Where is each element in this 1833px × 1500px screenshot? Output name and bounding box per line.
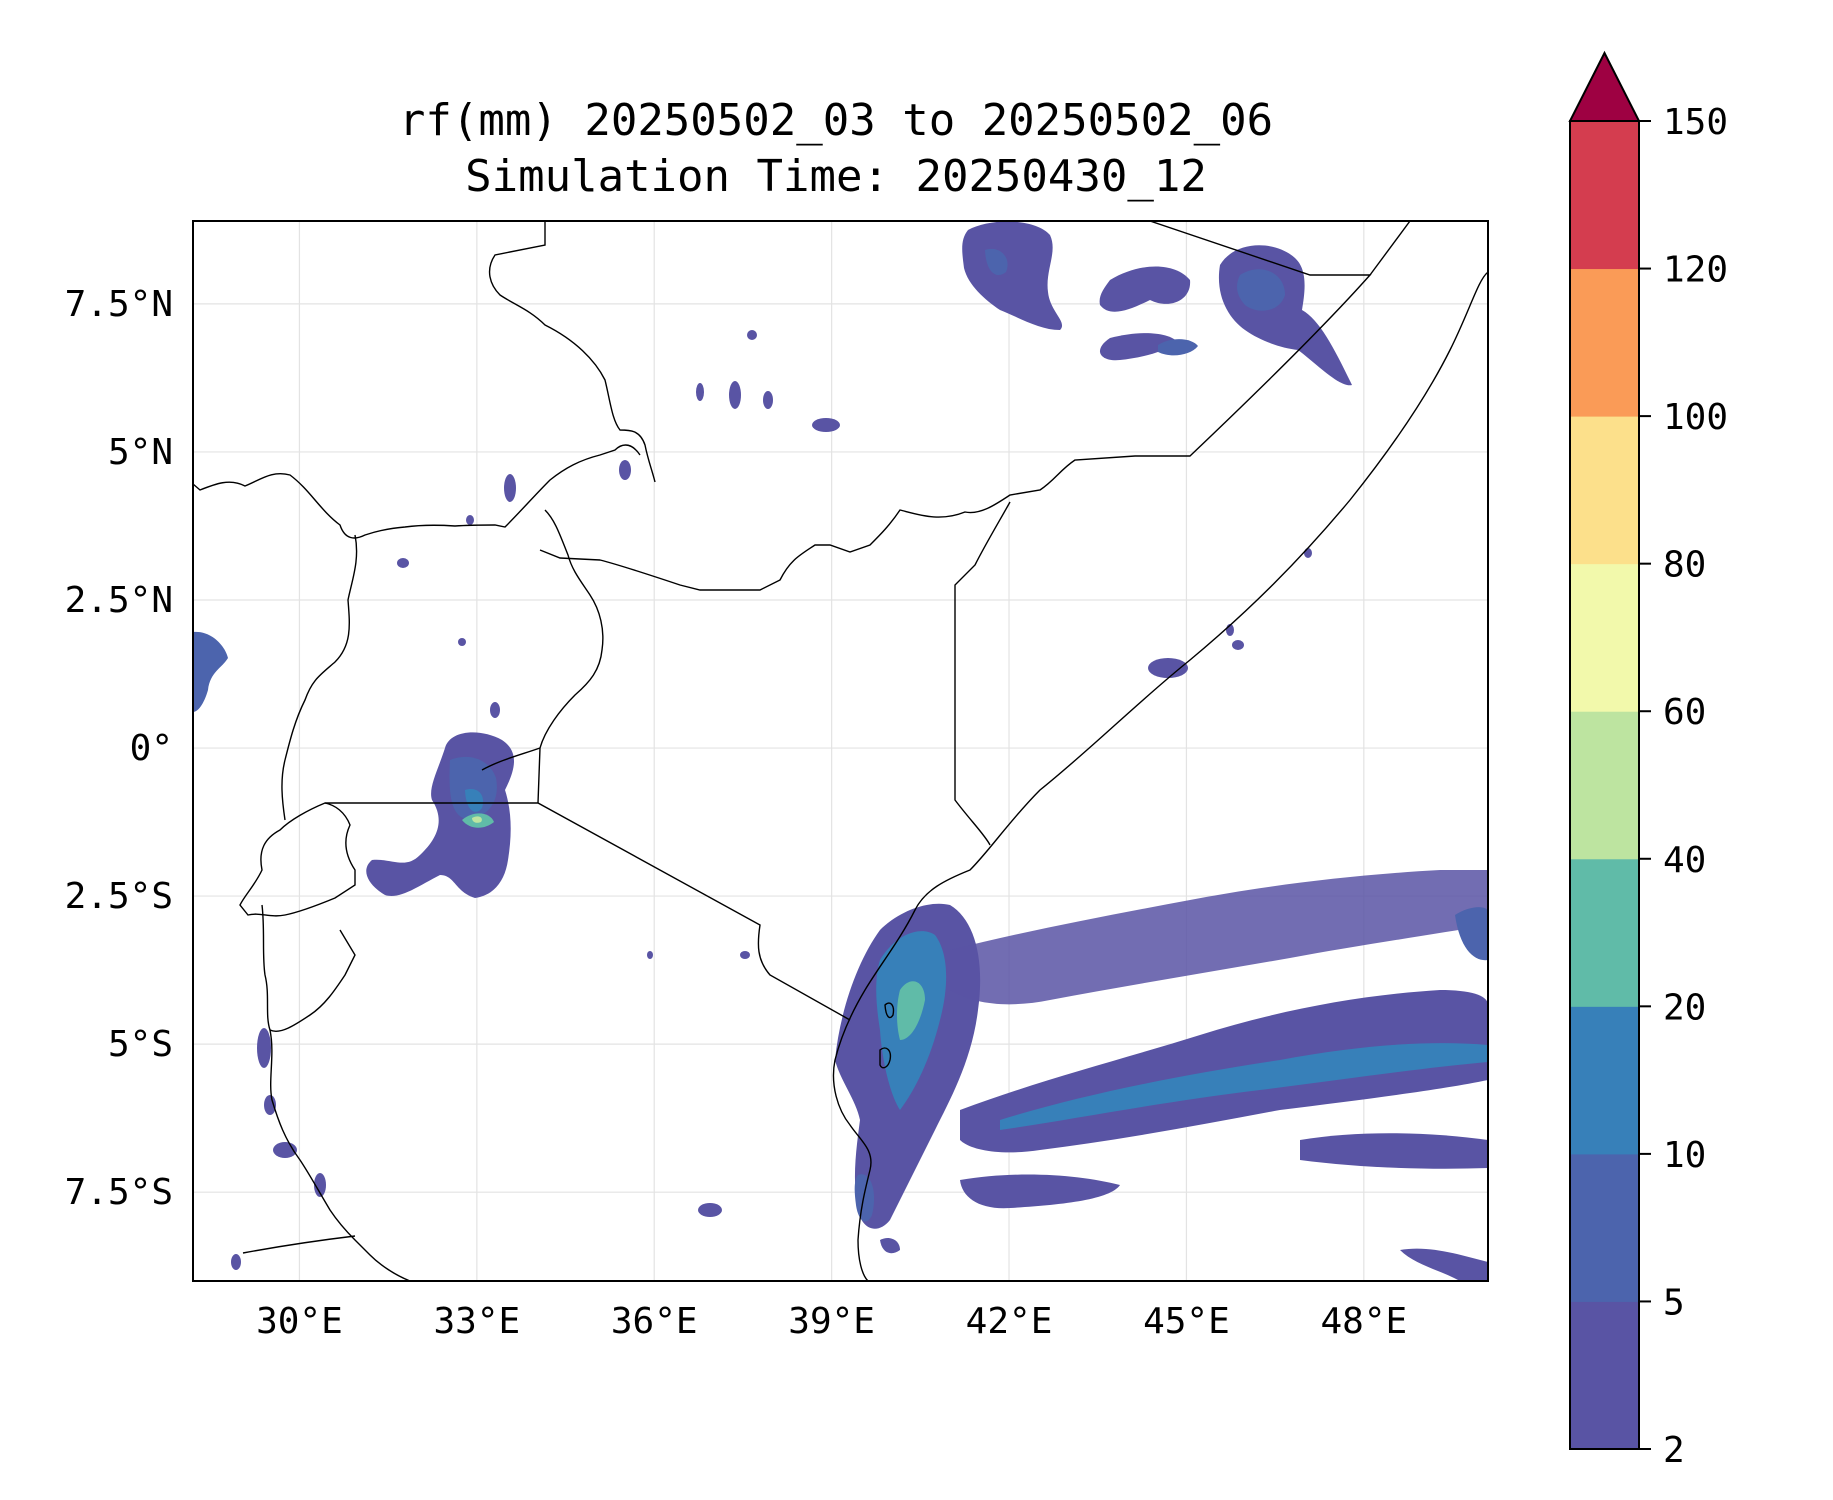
rain-area-ocean-corner xyxy=(1400,1248,1488,1281)
colorbar-bands xyxy=(1570,121,1639,1450)
x-tick-label: 30°E xyxy=(256,1301,343,1342)
rain-area-ethiopia-west-inner xyxy=(985,248,1008,276)
x-tick-label: 45°E xyxy=(1143,1301,1230,1342)
rain-area-tanzania-peak xyxy=(897,981,925,1040)
figure-title-line2: Simulation Time: 20250430_12 xyxy=(465,151,1207,202)
x-tick-label: 48°E xyxy=(1320,1301,1407,1342)
rain-area-ocean-southeast xyxy=(1300,1133,1488,1169)
border-kenya-somalia xyxy=(954,501,1011,846)
pemba-island xyxy=(884,1002,895,1019)
colorbar-band xyxy=(1570,416,1639,565)
y-axis-ticks: 7.5°N 5°N 2.5°N 0° 2.5°S 5°S 7.5°S xyxy=(65,284,173,1213)
colorbar-tick-label: 20 xyxy=(1663,987,1706,1028)
rain-area-coast-south xyxy=(854,1174,875,1222)
y-tick-label: 5°N xyxy=(108,432,173,473)
colorbar-band xyxy=(1570,1006,1639,1155)
border-tanzania-southwest xyxy=(269,1029,411,1281)
colorbar-band xyxy=(1570,1153,1639,1302)
zanzibar-island xyxy=(879,1047,892,1069)
border-ethiopia-somalia xyxy=(539,221,1372,591)
rain-area-ocean-band-inner xyxy=(1000,1043,1488,1130)
map-panel: 30°E 33°E 36°E 39°E 42°E 45°E 48°E 7.5°N 5°N 2.5… xyxy=(65,220,1489,1342)
colorbar-tick-label: 5 xyxy=(1663,1282,1685,1323)
rain-area-ethiopia-blob xyxy=(1158,339,1198,356)
y-tick-label: 7.5°S xyxy=(65,1172,173,1213)
colorbar-band xyxy=(1570,563,1639,712)
coastlines-and-borders xyxy=(193,221,1488,1281)
lake-victoria-shore-east xyxy=(481,747,541,771)
y-tick-label: 7.5°N xyxy=(65,284,173,325)
rain-area-ocean-east-edge xyxy=(1455,907,1488,961)
rain-area-lake-victoria-max xyxy=(472,816,482,823)
coastline-east-africa xyxy=(832,271,1488,1281)
border-uganda-drc xyxy=(281,534,358,821)
colorbar-band xyxy=(1570,268,1639,417)
border-uganda-north xyxy=(193,444,641,539)
border-rwanda-burundi xyxy=(239,802,356,917)
colorbar-tick-label: 2 xyxy=(1663,1430,1685,1471)
rainfall-fields xyxy=(193,221,1488,1281)
x-tick-label: 36°E xyxy=(611,1301,698,1342)
colorbar-tick-label: 80 xyxy=(1663,545,1706,586)
colorbar-band xyxy=(1570,121,1639,270)
colorbar-ticks: 2 5 10 20 40 60 80 100 120 150 xyxy=(1639,102,1728,1471)
rain-area-ethiopia-south xyxy=(1099,333,1178,361)
rain-area-ocean-south xyxy=(960,1174,1120,1209)
colorbar-tick-label: 120 xyxy=(1663,250,1728,291)
figure-title-line1: rf(mm) 20250502_03 to 20250502_06 xyxy=(399,95,1273,146)
x-tick-label: 33°E xyxy=(433,1301,520,1342)
border-tanzania-north xyxy=(325,802,851,1021)
x-tick-label: 42°E xyxy=(966,1301,1053,1342)
colorbar-tick-label: 40 xyxy=(1663,840,1706,881)
border-uganda-kenya xyxy=(537,509,604,804)
rain-area-ethiopia-east-inner xyxy=(1237,269,1285,311)
border-tanzania-south xyxy=(242,1235,356,1254)
rain-area-ethiopia-mid xyxy=(1099,266,1191,312)
rain-area-coast-tip xyxy=(880,1238,900,1254)
y-tick-label: 2.5°S xyxy=(65,876,173,917)
rain-area-lake-victoria-inner xyxy=(449,756,497,820)
border-south-sudan-north xyxy=(488,221,656,483)
map-frame xyxy=(192,220,1489,1282)
x-tick-label: 39°E xyxy=(788,1301,875,1342)
colorbar-tick-label: 10 xyxy=(1663,1135,1706,1176)
rain-area-lake-victoria-core xyxy=(465,789,484,812)
colorbar: 2 5 10 20 40 60 80 100 120 150 xyxy=(1568,50,1728,1471)
colorbar-band xyxy=(1570,711,1639,860)
colorbar-band xyxy=(1570,858,1639,1007)
colorbar-tick-label: 60 xyxy=(1663,692,1706,733)
rain-area-ocean-north xyxy=(950,870,1488,1005)
colorbar-band xyxy=(1570,1301,1639,1450)
colorbar-frame xyxy=(1569,120,1640,1450)
x-axis-ticks: 30°E 33°E 36°E 39°E 42°E 45°E 48°E xyxy=(256,1301,1407,1342)
rain-scattered-cells xyxy=(231,330,1312,1270)
colorbar-tick-label: 100 xyxy=(1663,397,1728,438)
y-tick-label: 0° xyxy=(130,728,173,769)
y-tick-label: 5°S xyxy=(108,1024,173,1065)
y-tick-label: 2.5°N xyxy=(65,580,173,621)
border-somalia-ethiopia-triangle xyxy=(1369,221,1411,276)
rain-area-ethiopia-west xyxy=(962,221,1063,330)
colorbar-tick-label: 150 xyxy=(1663,102,1728,143)
rain-area-drc-west xyxy=(193,631,228,712)
